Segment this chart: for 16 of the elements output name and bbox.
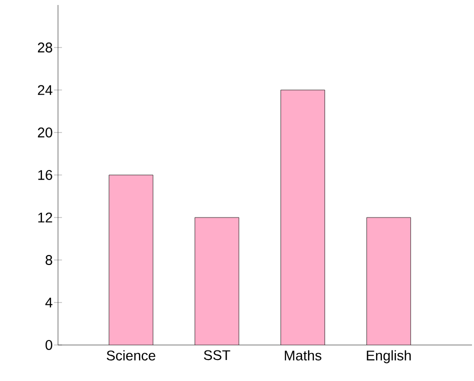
y-tick-label: 28 — [38, 42, 52, 52]
y-tick-label: 0 — [46, 340, 52, 350]
y-tick-label: 8 — [46, 255, 52, 265]
x-tick-label: Science — [106, 350, 156, 360]
bar — [366, 217, 411, 345]
y-tick-label: 16 — [38, 170, 52, 180]
x-tick-label: Maths — [284, 350, 322, 360]
bar — [109, 174, 154, 345]
x-tick-label: English — [366, 350, 411, 364]
bar — [194, 217, 239, 345]
y-tick-label: 24 — [38, 85, 52, 95]
y-tick-label: 20 — [38, 128, 52, 138]
bar — [280, 90, 325, 345]
y-tick-label: 12 — [38, 212, 52, 222]
x-tick-label: SST — [204, 350, 230, 360]
y-tick-label: 4 — [45, 298, 52, 308]
